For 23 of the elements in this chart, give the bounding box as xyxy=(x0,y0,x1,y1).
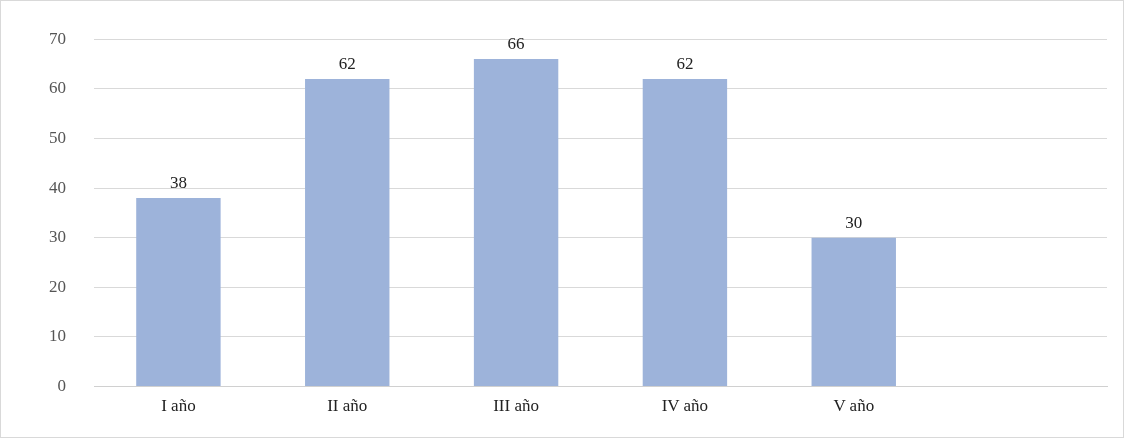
y-tick-label: 70 xyxy=(49,28,66,48)
data-label: 62 xyxy=(676,53,694,73)
y-tick-label: 60 xyxy=(49,78,66,98)
x-tick-label: V año xyxy=(833,396,875,416)
y-tick-label: 50 xyxy=(49,127,66,147)
y-tick-label: 0 xyxy=(57,376,66,396)
y-tick-label: 10 xyxy=(49,326,66,346)
data-label: 30 xyxy=(845,212,863,232)
x-tick-label: IV año xyxy=(661,396,709,416)
y-tick-label: 20 xyxy=(49,276,66,296)
x-tick-label: I año xyxy=(161,396,196,416)
bar xyxy=(473,59,559,387)
data-label: 38 xyxy=(169,172,187,192)
bar xyxy=(642,78,728,387)
y-tick-label: 40 xyxy=(49,177,66,197)
y-tick-label: 30 xyxy=(49,227,66,247)
data-label: 62 xyxy=(338,53,356,73)
data-label: 66 xyxy=(507,34,525,54)
x-tick-label: III año xyxy=(493,396,539,416)
bar xyxy=(136,198,221,387)
bar xyxy=(811,237,896,387)
bar xyxy=(305,78,390,387)
x-tick-label: II año xyxy=(327,396,368,416)
